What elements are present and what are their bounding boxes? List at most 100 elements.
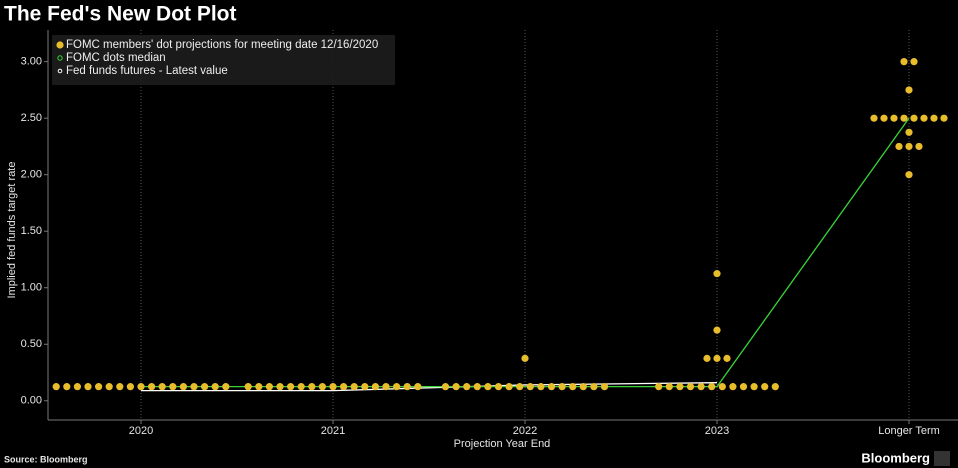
- dot: [95, 383, 103, 391]
- dot: [686, 383, 695, 391]
- dot: [739, 383, 748, 391]
- y-tick-label: 0.50: [21, 338, 42, 350]
- plot: 0.00 0.50 1.00 1.50 2.00 2.50 3.00 2020 2021 2022…: [21, 30, 948, 437]
- legend-marker: [57, 68, 63, 74]
- x-tick-label: 2022: [513, 425, 537, 437]
- dot: [940, 114, 948, 122]
- dot: [452, 383, 460, 391]
- dot: [340, 383, 348, 391]
- x-axis-label: Projection Year End: [454, 438, 551, 450]
- dot: [244, 383, 252, 391]
- dot: [441, 383, 450, 391]
- brand-icon: [934, 451, 950, 466]
- dot: [463, 383, 471, 391]
- dot: [870, 114, 878, 122]
- dot: [137, 383, 145, 391]
- legend-label: Fed funds futures - Latest value: [66, 65, 228, 77]
- dot: [655, 383, 663, 391]
- dot: [910, 58, 918, 66]
- brand: Bloomberg: [861, 450, 930, 465]
- dot: [361, 383, 369, 391]
- dot: [265, 383, 273, 391]
- x-tick-label: Longer Term: [878, 425, 940, 437]
- y-tick-label: 1.00: [21, 282, 42, 294]
- dot: [211, 383, 219, 391]
- dot: [920, 114, 928, 122]
- dot: [297, 383, 305, 391]
- dot: [713, 354, 721, 362]
- dot: [579, 383, 587, 391]
- legend-entries: FOMC members' dot projections for meetin…: [56, 39, 378, 77]
- dot: [676, 383, 684, 391]
- y-tick-label: 2.00: [21, 169, 42, 181]
- dot: [905, 128, 913, 136]
- dot: [900, 58, 908, 66]
- dot: [905, 171, 913, 179]
- dot: [900, 114, 908, 122]
- dot: [729, 383, 737, 391]
- dot: [473, 383, 481, 391]
- dot: [505, 383, 513, 391]
- dot: [287, 383, 295, 391]
- dot: [703, 354, 711, 362]
- legend-marker: [57, 55, 63, 61]
- dot: [910, 114, 918, 122]
- dot: [276, 383, 284, 391]
- dot: [158, 383, 166, 391]
- dot: [516, 383, 524, 391]
- dot: [558, 383, 566, 391]
- legend: [52, 35, 395, 85]
- y-tick-label: 0.00: [21, 395, 42, 407]
- dot: [713, 326, 721, 334]
- x-tick-label: 2021: [321, 425, 345, 437]
- dot: [484, 383, 492, 391]
- dot: [697, 383, 705, 391]
- series-line: [141, 382, 718, 392]
- dot: [255, 383, 263, 391]
- dot: [713, 270, 721, 278]
- legend-marker: [56, 41, 64, 49]
- dot: [105, 383, 113, 391]
- dot: [84, 383, 92, 391]
- dot: [547, 383, 556, 391]
- dot: [708, 383, 716, 391]
- dot: [526, 383, 534, 391]
- legend-label: FOMC dots median: [66, 52, 166, 64]
- dot: [318, 383, 326, 391]
- legend-label: FOMC members' dot projections for meetin…: [66, 39, 378, 51]
- dot: [905, 142, 913, 151]
- dot: [771, 383, 779, 391]
- dot: [600, 383, 609, 391]
- dot: [761, 383, 769, 391]
- dot: [905, 86, 913, 94]
- dot: [723, 354, 731, 362]
- dot: [915, 142, 923, 151]
- dot: [52, 383, 60, 391]
- dot: [414, 383, 422, 391]
- y-tick-label: 1.50: [21, 225, 42, 237]
- dot: [393, 383, 401, 391]
- y-tick-label: 2.50: [21, 112, 42, 124]
- dot: [494, 383, 503, 391]
- dot: [382, 383, 390, 391]
- dot: [329, 383, 337, 391]
- dot: [116, 383, 124, 391]
- dot: [718, 383, 726, 391]
- dot: [179, 383, 187, 391]
- dot: [590, 383, 598, 391]
- dot: [169, 383, 177, 391]
- y-tick-label: 3.00: [21, 56, 42, 68]
- y-axis-label: Implied fed funds target rate: [6, 162, 18, 299]
- dot: [750, 383, 758, 391]
- dot: [350, 383, 358, 391]
- dot: [880, 114, 888, 122]
- dot: [148, 383, 156, 391]
- dot: [63, 383, 71, 391]
- dot: [190, 383, 198, 391]
- dot: [537, 383, 545, 391]
- dot: [569, 383, 577, 391]
- dot: [222, 383, 230, 391]
- dot: [308, 383, 316, 391]
- dot: [895, 142, 903, 151]
